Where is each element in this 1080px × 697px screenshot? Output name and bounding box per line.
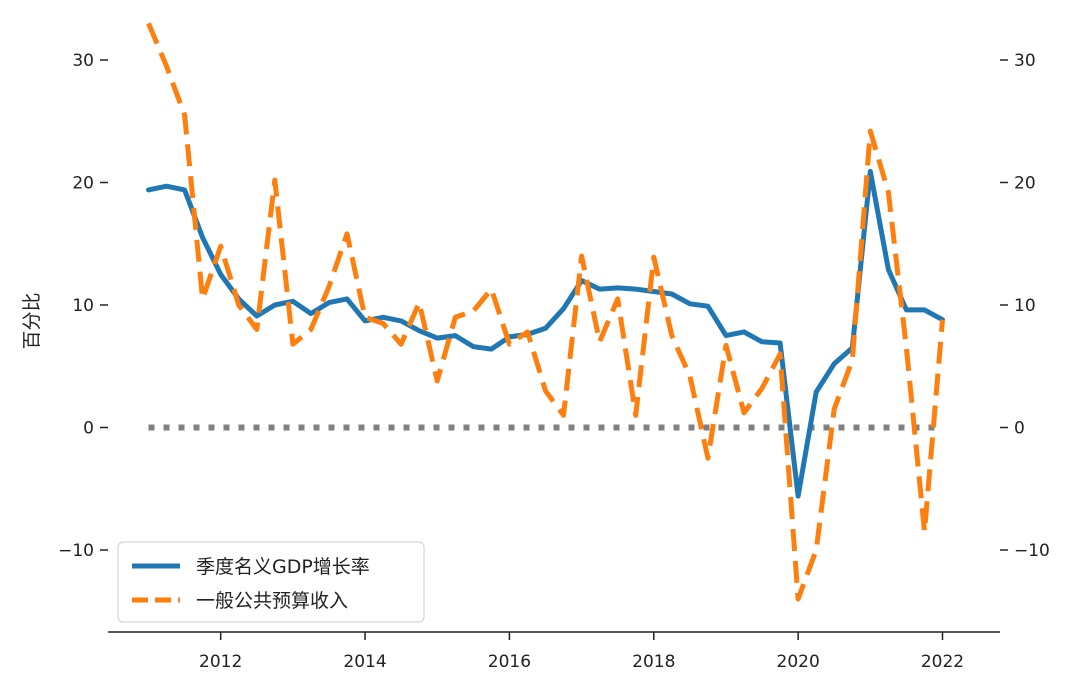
y-tick-label-right: 20 <box>1014 174 1036 194</box>
legend-label-revenue: 一般公共预算收入 <box>196 590 348 612</box>
x-tick-label: 2014 <box>343 652 386 672</box>
y-tick-label-left: −10 <box>58 541 94 561</box>
x-tick-label: 2022 <box>921 652 964 672</box>
y-tick-label-right: 0 <box>1014 419 1025 439</box>
legend: 季度名义GDP增长率 一般公共预算收入 <box>117 541 425 623</box>
y-tick-label-right: −10 <box>1014 541 1050 561</box>
x-tick-label: 2012 <box>199 652 242 672</box>
series-line-revenue <box>146 22 945 602</box>
y-tick-label-left: 20 <box>72 174 94 194</box>
x-tick-label: 2016 <box>488 652 531 672</box>
y-tick-label-right: 10 <box>1014 296 1036 316</box>
y-tick-label-right: 30 <box>1014 51 1036 71</box>
y-axis-right: −10 0 10 20 30 <box>1000 51 1050 561</box>
y-tick-label-left: 10 <box>72 296 94 316</box>
series-layer <box>146 22 945 602</box>
legend-box <box>117 541 425 623</box>
legend-label-gdp: 季度名义GDP增长率 <box>196 556 370 578</box>
y-axis-left: −10 0 10 20 30 <box>58 51 108 561</box>
x-tick-label: 2018 <box>632 652 675 672</box>
y-tick-label-left: 0 <box>83 419 94 439</box>
x-tick-label: 2020 <box>777 652 820 672</box>
y-axis-title: 百分比 <box>21 292 43 349</box>
y-tick-label-left: 30 <box>72 51 94 71</box>
x-axis: 2012 2014 2016 2018 2020 2022 <box>199 632 964 672</box>
series-line-gdp <box>146 169 945 499</box>
